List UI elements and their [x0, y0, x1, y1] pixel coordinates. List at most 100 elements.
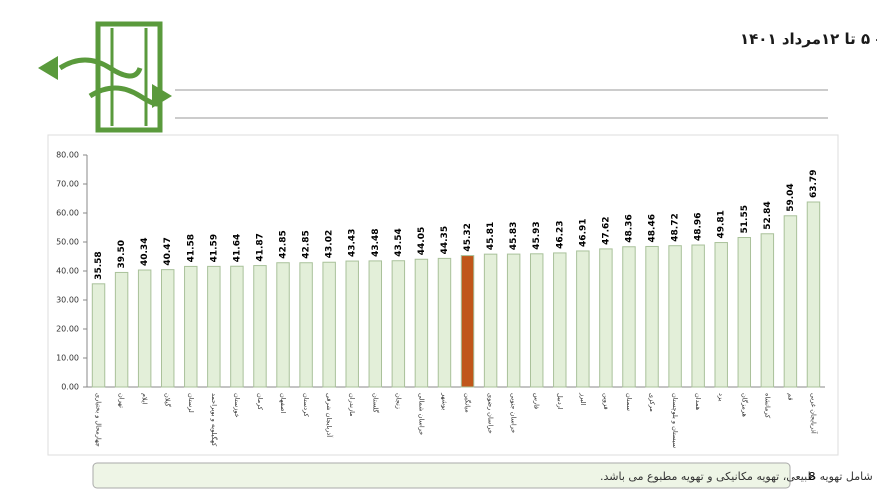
logo-arrow-left [58, 57, 143, 79]
x-tick-label: اصفهان [279, 393, 287, 414]
value-label: 48.72 [671, 213, 681, 241]
value-label: 42.85 [279, 230, 289, 258]
value-label: 48.96 [694, 213, 704, 241]
value-label: 41.59 [209, 234, 219, 262]
value-label: 40.47 [163, 237, 173, 265]
x-tick-label: خراسان جنوبی [510, 393, 518, 433]
x-tick-label: هرمزگان [740, 393, 748, 418]
x-tick-label: فارس [533, 393, 541, 409]
bar [137, 269, 152, 388]
bar [760, 233, 775, 388]
value-label: 48.36 [624, 214, 634, 242]
bar [184, 265, 198, 388]
x-tick-label: همدان [694, 393, 702, 411]
bar [783, 215, 798, 388]
y-tick-label: 30.00 [56, 296, 79, 305]
bar [414, 258, 429, 388]
bar [506, 253, 521, 388]
logo-arrowhead-left [38, 56, 58, 80]
logo-lines [110, 28, 148, 126]
value-label: 44.05 [417, 227, 427, 255]
value-label: 52.84 [763, 201, 773, 229]
logo-frame [95, 21, 163, 133]
bar [91, 283, 106, 388]
value-label: 45.83 [509, 222, 519, 250]
y-tick-label: 70.00 [56, 180, 79, 189]
x-tick-label: خراسان رضوی [487, 393, 495, 434]
footnote-box [92, 462, 791, 489]
chart-title: رعایت تهویه مناسب در اماکن عمومی استان ه… [740, 30, 877, 48]
bar [714, 242, 728, 388]
x-tick-label: اردبیل [556, 393, 564, 410]
chart-frame [47, 134, 839, 456]
page-number: 8 [809, 470, 816, 483]
x-tick-label: خراسان شمالی [417, 393, 425, 435]
x-tick-label: مرکزی [648, 393, 656, 412]
value-label: 43.54 [394, 228, 404, 256]
footnote: تهویه مناسب شامل تهویه طبیعی، تهویه مکان… [600, 470, 877, 483]
x-tick-label: گیلان [164, 393, 172, 408]
x-tick-label: بوشهر [440, 392, 448, 410]
logo-arrowhead-right [152, 84, 172, 108]
bar [576, 250, 590, 388]
x-tick-label: چهارمحال و بختیاری [95, 393, 103, 447]
logo-icon [38, 21, 172, 133]
bar [806, 201, 821, 388]
y-tick-label: 80.00 [56, 151, 79, 160]
y-tick-label: 50.00 [56, 238, 79, 247]
bar [114, 271, 129, 388]
bar [668, 245, 682, 388]
bar [622, 246, 636, 388]
value-label: 45.81 [486, 222, 496, 250]
bar [737, 237, 752, 388]
value-label: 46.91 [578, 218, 588, 246]
x-tick-label: البرز [579, 392, 587, 406]
value-label: 47.62 [601, 216, 611, 244]
bar [691, 244, 705, 388]
value-label: 63.79 [809, 170, 819, 198]
y-tick-label: 40.00 [56, 267, 79, 276]
value-label: 41.58 [186, 234, 196, 262]
value-label: 45.32 [463, 223, 473, 251]
bar [529, 253, 544, 388]
value-label: 51.55 [740, 205, 750, 233]
bar [322, 261, 336, 388]
value-label: 40.34 [140, 238, 150, 266]
value-label: 35.58 [94, 251, 104, 279]
x-tick-label: سیستان و بلوچستان [671, 393, 679, 448]
bar [160, 269, 175, 388]
x-tick-label: سمنان [625, 393, 633, 411]
bar [553, 252, 567, 388]
title-part: در اماکن عمومی استان های کشور – ۵ تا ۱۲م… [740, 30, 877, 48]
x-tick-label: زنجان [394, 393, 402, 409]
x-tick-label: کهگیلویه و بویراحمد [210, 393, 218, 447]
value-label: 44.35 [440, 226, 450, 254]
bar [391, 260, 406, 388]
y-tick-label: 20.00 [56, 325, 79, 334]
y-tick-label: 0.00 [61, 383, 79, 392]
x-tick-label: خوزستان [233, 393, 241, 418]
bar [230, 265, 244, 388]
x-tick-label: کرمان [256, 393, 264, 411]
x-tick-label: قم [786, 393, 794, 400]
value-label: 43.43 [348, 229, 358, 257]
value-label: 41.87 [255, 233, 265, 261]
bar [460, 255, 475, 388]
value-label: 43.02 [325, 230, 335, 258]
bar [645, 245, 659, 388]
x-tick-label: میانگین [464, 393, 472, 413]
bar [253, 265, 267, 388]
bar [207, 265, 221, 388]
x-tick-label: ایلام [141, 393, 149, 405]
x-tick-label: کردستان [302, 393, 310, 418]
bar [483, 253, 498, 388]
x-tick-label: لرستان [187, 393, 195, 413]
bar [299, 262, 313, 388]
x-tick-label: تهران [118, 393, 126, 408]
x-tick-label: آذربایجان غربی [809, 393, 818, 435]
value-label: 41.64 [232, 234, 242, 262]
x-tick-label: قزوین [602, 393, 610, 410]
value-label: 43.48 [371, 228, 381, 256]
x-tick-label: مازندران [348, 393, 356, 417]
